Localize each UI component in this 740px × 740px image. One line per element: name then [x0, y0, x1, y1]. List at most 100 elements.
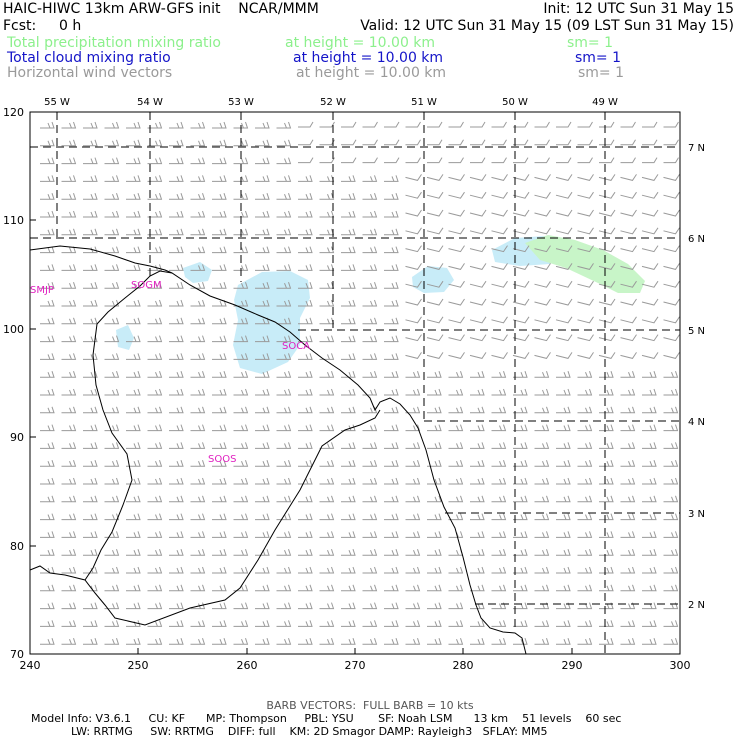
wind-barb	[427, 638, 442, 645]
wind-barb	[448, 157, 464, 164]
barb-legend: BARB VECTORS: FULL BARB = 10 kts	[266, 699, 474, 712]
wind-barb	[190, 228, 206, 236]
wind-barb	[212, 157, 227, 165]
wind-barb	[61, 406, 77, 414]
wind-barb	[512, 280, 530, 288]
wind-barb	[384, 282, 399, 289]
wind-barb	[104, 566, 120, 574]
wind-barb	[104, 157, 120, 165]
wind-barb	[620, 566, 636, 574]
wind-barb	[491, 477, 507, 485]
wind-barb	[104, 424, 120, 432]
lon-51w: 51 W	[411, 97, 437, 108]
wind-barb	[212, 139, 227, 147]
wind-barb	[384, 620, 399, 627]
wind-barb	[126, 388, 141, 396]
western-border	[29, 409, 381, 626]
field-precip-smooth: sm= 1	[567, 35, 614, 51]
wind-barb	[448, 352, 465, 359]
wind-barb	[40, 584, 55, 592]
wind-barb	[405, 495, 421, 503]
wind-barb	[448, 460, 464, 467]
wind-barb	[233, 602, 249, 610]
wind-barb	[620, 495, 636, 503]
wind-barb	[470, 638, 485, 645]
wind-barb	[470, 549, 485, 556]
wind-barb	[147, 335, 163, 343]
wind-barb	[83, 477, 98, 485]
wind-barb	[362, 566, 378, 574]
wind-barb	[470, 406, 485, 414]
lon-52w: 52 W	[320, 97, 346, 108]
wind-barb	[599, 388, 614, 396]
x-tick-280: 280	[453, 659, 474, 672]
wind-barb	[427, 531, 442, 538]
wind-barb	[555, 316, 573, 324]
wind-barb	[298, 175, 313, 182]
wind-barb	[663, 263, 680, 270]
axis-tick-marks	[29, 111, 681, 655]
wind-barb	[212, 620, 227, 627]
wind-barb	[513, 638, 528, 645]
wind-barb	[169, 460, 184, 467]
wind-barb	[642, 424, 657, 432]
wind-barb	[190, 193, 206, 200]
wind-barb	[255, 584, 270, 592]
wind-barb	[556, 139, 572, 146]
wind-barb	[147, 477, 163, 485]
wind-barb	[448, 280, 465, 288]
wind-barb	[577, 191, 594, 199]
wind-barb	[298, 317, 313, 325]
wind-barb	[405, 227, 422, 235]
wind-barb	[147, 495, 163, 503]
wind-barb	[212, 317, 227, 325]
wind-barb	[233, 495, 249, 503]
wind-barb	[61, 549, 77, 556]
wind-barb	[40, 531, 55, 538]
wind-barb	[362, 638, 378, 645]
wind-barb	[599, 477, 614, 485]
wind-barb	[126, 638, 141, 645]
wind-barb	[470, 495, 485, 503]
wind-barb	[469, 263, 487, 270]
wind-barb	[40, 388, 55, 396]
wind-barb	[147, 353, 163, 360]
wind-barb	[427, 584, 442, 592]
wind-barb	[641, 352, 659, 359]
wind-barb	[470, 121, 486, 128]
wind-barb	[61, 442, 77, 449]
wind-barb	[104, 193, 120, 200]
wind-barb	[427, 549, 442, 556]
wind-barb	[426, 263, 444, 270]
station-soca: SOCA	[282, 341, 310, 352]
wind-barb	[233, 317, 249, 325]
wind-barb	[577, 495, 593, 503]
wind-barb	[126, 424, 141, 432]
wind-barb	[405, 477, 421, 485]
wind-barb	[104, 353, 120, 360]
wind-barb	[599, 442, 614, 449]
wind-barb	[555, 334, 573, 342]
wind-barb	[233, 353, 249, 360]
wind-barb	[212, 121, 227, 129]
wind-barb	[362, 157, 378, 164]
wind-barb	[233, 477, 249, 485]
wind-barb	[212, 228, 227, 236]
wind-barb	[642, 549, 657, 556]
wind-barb	[513, 139, 529, 146]
wind-barb	[470, 442, 485, 449]
wind-barb	[663, 139, 679, 146]
wind-barb	[663, 424, 679, 432]
wind-barb	[598, 280, 616, 288]
wind-barb	[427, 460, 442, 467]
wind-barb	[663, 513, 679, 521]
wind-barb	[104, 442, 120, 449]
wind-barb	[362, 282, 378, 289]
wind-barb	[169, 282, 184, 289]
wind-barb	[556, 406, 571, 414]
wind-barb	[147, 531, 163, 538]
wind-barb	[534, 191, 551, 199]
wind-barb	[298, 121, 314, 128]
wind-barb	[147, 282, 163, 289]
wind-barb	[491, 245, 508, 253]
